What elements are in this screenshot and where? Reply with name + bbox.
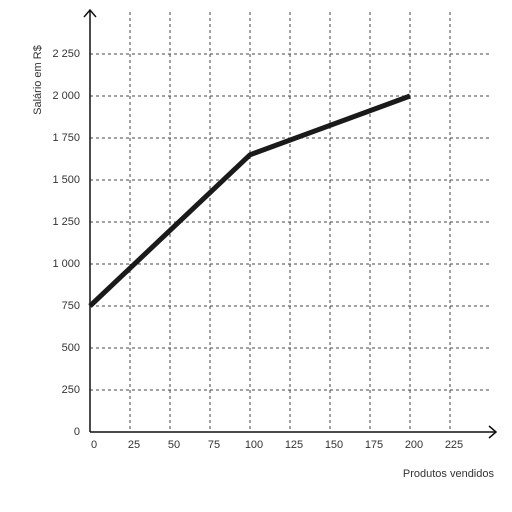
x-tick-label: 0 bbox=[91, 439, 97, 451]
x-tick-label: 200 bbox=[405, 439, 423, 451]
x-axis-arrow bbox=[488, 425, 498, 439]
y-tick-label: 1 250 bbox=[52, 216, 80, 228]
y-tick-label: 750 bbox=[62, 300, 80, 312]
data-line bbox=[88, 93, 411, 308]
y-tick-label: 500 bbox=[62, 342, 80, 354]
x-tick-label: 100 bbox=[245, 439, 263, 451]
y-tick-label: 1 000 bbox=[52, 258, 80, 270]
x-tick-label: 175 bbox=[365, 439, 383, 451]
y-axis-label: Salário em R$ bbox=[32, 45, 44, 115]
x-tick-label: 125 bbox=[285, 439, 303, 451]
grid bbox=[89, 12, 490, 433]
y-tick-label: 0 bbox=[74, 426, 80, 438]
x-tick-label: 75 bbox=[208, 439, 220, 451]
y-tick-label: 250 bbox=[62, 384, 80, 396]
x-tick-label: 225 bbox=[445, 439, 463, 451]
y-tick-label: 2 000 bbox=[52, 90, 80, 102]
y-tick-label: 2 250 bbox=[52, 48, 80, 60]
y-tick-label: 1 750 bbox=[52, 132, 80, 144]
x-axis-label: Produtos vendidos bbox=[403, 468, 495, 480]
x-tick-label: 25 bbox=[128, 439, 140, 451]
x-tick-label: 50 bbox=[168, 439, 180, 451]
y-axis-arrow bbox=[83, 8, 97, 18]
y-tick-label: 1 500 bbox=[52, 174, 80, 186]
x-tick-label: 150 bbox=[325, 439, 343, 451]
